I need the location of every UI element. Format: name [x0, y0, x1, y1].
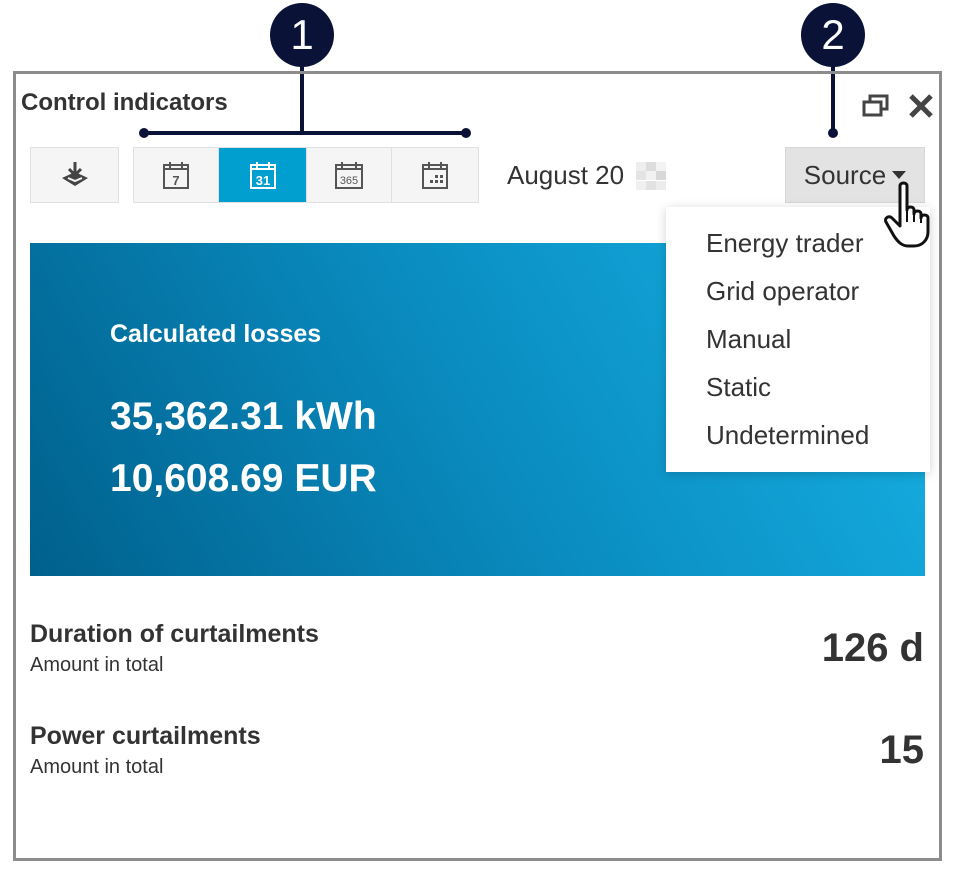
stat-title: Power curtailments	[30, 722, 261, 750]
losses-energy: 35,362.31 kWh	[110, 395, 377, 438]
hand-cursor-icon	[880, 180, 938, 253]
callout-2: 2	[801, 3, 865, 67]
calendar-year-icon: 365	[335, 162, 363, 189]
widget-title: Control indicators	[21, 89, 228, 116]
callout-2-line	[831, 66, 835, 133]
calendar-month-icon: 31	[249, 162, 276, 189]
callout-dot	[139, 128, 149, 138]
date-label: August 20	[507, 160, 625, 190]
period-week-button[interactable]: 7	[134, 148, 219, 202]
losses-title: Calculated losses	[110, 320, 322, 348]
stat-title: Duration of curtailments	[30, 620, 319, 648]
svg-text:365: 365	[340, 175, 358, 187]
period-month-button[interactable]: 31	[219, 148, 307, 202]
period-custom-button[interactable]	[392, 148, 478, 202]
download-icon	[61, 162, 88, 186]
source-option-static[interactable]: Static	[706, 372, 772, 402]
source-option-undetermined[interactable]: Undetermined	[706, 420, 870, 450]
widget-frame	[13, 71, 942, 861]
callout-dot	[828, 128, 838, 138]
losses-cost: 10,608.69 EUR	[110, 457, 377, 500]
redacted-year	[636, 162, 666, 190]
source-option-energy-trader[interactable]: Energy trader	[706, 228, 864, 258]
caret-down-icon	[892, 171, 907, 179]
period-selector: 7 31 365	[133, 147, 479, 203]
period-year-button[interactable]: 365	[307, 148, 392, 202]
svg-text:31: 31	[255, 173, 269, 188]
stat-value: 126 d	[821, 626, 924, 670]
callout-dot	[461, 128, 471, 138]
restore-window-icon[interactable]	[862, 94, 890, 123]
source-option-manual[interactable]: Manual	[706, 324, 792, 354]
source-menu: Energy trader Grid operator Manual Stati…	[666, 207, 930, 472]
callout-1-line	[300, 66, 304, 133]
close-icon[interactable]	[907, 92, 935, 125]
calendar-custom-icon	[422, 162, 448, 189]
source-option-grid-operator[interactable]: Grid operator	[706, 276, 860, 306]
calendar-week-icon: 7	[163, 162, 189, 189]
source-label: Source	[803, 159, 887, 190]
callout-1: 1	[270, 3, 334, 67]
download-button[interactable]	[30, 147, 119, 203]
callout-1-bracket	[144, 131, 466, 135]
stat-value: 15	[879, 728, 925, 772]
svg-text:7: 7	[172, 173, 179, 188]
stat-subtitle: Amount in total	[30, 654, 164, 676]
stat-subtitle: Amount in total	[30, 756, 164, 778]
